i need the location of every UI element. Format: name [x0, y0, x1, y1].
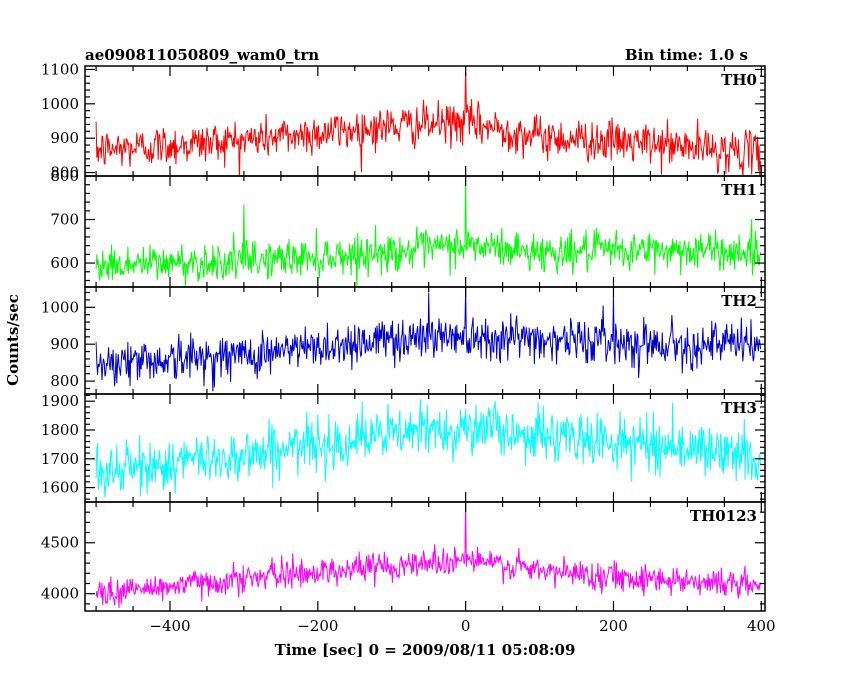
series-line-th1: [95, 176, 762, 287]
chart-title: ae090811050809_wam0_trn: [85, 46, 319, 64]
x-tick-label: −400: [149, 617, 190, 635]
panel-frame: [84, 501, 766, 612]
y-tick-label: 1100: [41, 60, 79, 78]
x-tick-label: 200: [599, 617, 628, 635]
panel-th0: 800 900 1000 1100 TH0: [41, 60, 766, 182]
y-tick-label: 800: [50, 372, 79, 390]
panel-label: TH1: [721, 181, 757, 199]
y-tick-label: 1000: [41, 95, 79, 113]
panel-th0123: 4000 4500 TH0123: [41, 501, 766, 612]
panel-label: TH0: [721, 71, 757, 89]
series-line-th3: [95, 399, 762, 498]
y-tick-label: 800: [50, 164, 79, 182]
y-tick-label: 700: [50, 211, 79, 229]
y-tick-label: 1900: [41, 392, 79, 410]
panel-th2: 800 900 1000 TH2: [41, 286, 766, 395]
y-tick-label: 1700: [41, 450, 79, 468]
y-tick-label: 1600: [41, 479, 79, 497]
series-line-th0: [95, 66, 762, 176]
panel-th1: 600 700 800 TH1: [50, 167, 766, 288]
x-tick-label: −200: [297, 617, 338, 635]
y-tick-label: 900: [50, 335, 79, 353]
series-line-th2: [95, 287, 762, 392]
panel-th3: 1600 1700 1800 1900 TH3: [41, 392, 766, 503]
y-tick-label: 4500: [41, 534, 79, 552]
y-tick-label: 1800: [41, 421, 79, 439]
y-tick-label: 4000: [41, 585, 79, 603]
x-axis-label: Time [sec] 0 = 2009/08/11 05:08:09: [275, 641, 576, 659]
x-tick-label: 0: [461, 617, 471, 635]
x-tick-label: 400: [747, 617, 776, 635]
y-tick-label: 800: [50, 167, 79, 185]
chart-subtitle: Bin time: 1.0 s: [625, 46, 748, 64]
y-tick-label: 900: [50, 129, 79, 147]
panel-label: TH0123: [690, 507, 757, 525]
series-line-th0123: [95, 502, 762, 609]
panel-label: TH2: [721, 292, 757, 310]
y-tick-label: 1000: [41, 298, 79, 316]
y-axis-label: Counts/sec: [4, 294, 22, 386]
panel-label: TH3: [721, 399, 757, 417]
y-tick-label: 600: [50, 254, 79, 272]
